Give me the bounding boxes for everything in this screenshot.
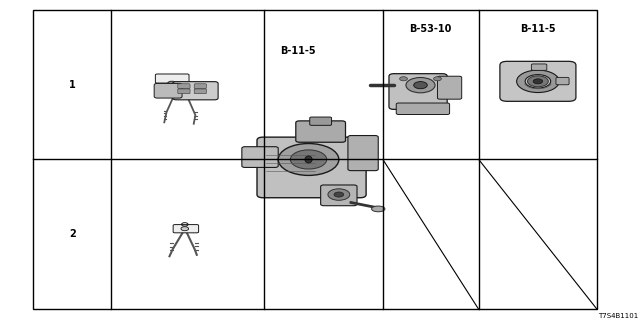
Text: T7S4B1101: T7S4B1101 [598, 313, 639, 318]
Text: 2: 2 [69, 229, 76, 239]
FancyBboxPatch shape [348, 136, 378, 171]
Circle shape [433, 77, 442, 81]
Text: B-11-5: B-11-5 [280, 46, 316, 56]
Circle shape [291, 150, 326, 169]
Text: B-53-10: B-53-10 [410, 24, 452, 34]
Ellipse shape [372, 206, 385, 212]
FancyBboxPatch shape [257, 137, 366, 198]
Wedge shape [516, 70, 559, 92]
Circle shape [328, 189, 349, 200]
FancyBboxPatch shape [389, 74, 447, 109]
FancyBboxPatch shape [156, 74, 189, 83]
FancyBboxPatch shape [321, 185, 357, 206]
FancyBboxPatch shape [194, 84, 207, 89]
Text: 1: 1 [69, 79, 76, 90]
FancyBboxPatch shape [178, 89, 190, 94]
Circle shape [181, 227, 189, 231]
FancyBboxPatch shape [438, 76, 461, 99]
FancyBboxPatch shape [310, 117, 332, 125]
Text: B-11-5: B-11-5 [520, 24, 556, 34]
Circle shape [406, 77, 435, 93]
Circle shape [533, 79, 543, 84]
FancyBboxPatch shape [556, 77, 569, 85]
FancyBboxPatch shape [242, 147, 278, 167]
Circle shape [278, 143, 339, 175]
Circle shape [334, 192, 344, 197]
FancyBboxPatch shape [173, 225, 198, 233]
Circle shape [527, 76, 548, 87]
FancyBboxPatch shape [531, 64, 547, 70]
FancyBboxPatch shape [178, 84, 190, 89]
Circle shape [399, 77, 408, 81]
Ellipse shape [305, 156, 312, 163]
FancyBboxPatch shape [500, 61, 576, 101]
FancyBboxPatch shape [396, 103, 449, 115]
FancyBboxPatch shape [173, 82, 218, 100]
FancyBboxPatch shape [296, 121, 346, 142]
FancyBboxPatch shape [154, 84, 182, 98]
Circle shape [413, 82, 428, 89]
FancyBboxPatch shape [194, 89, 207, 94]
